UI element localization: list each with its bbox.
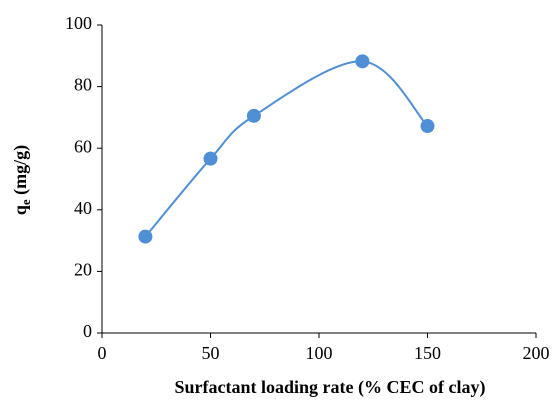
x-tick-label: 100: [306, 343, 333, 363]
y-label-unit: (mg/g): [10, 145, 31, 195]
y-tick-label: 80: [74, 75, 92, 95]
x-tick-label: 0: [98, 343, 107, 363]
y-tick-label: 40: [74, 198, 92, 218]
data-point: [138, 229, 153, 244]
y-label-sub: e: [18, 199, 33, 205]
series-line: [144, 60, 429, 238]
x-tick-label: 150: [414, 343, 441, 363]
y-tick-label: 0: [83, 321, 92, 341]
y-tick-label: 100: [65, 13, 92, 33]
y-label-main: q: [10, 205, 30, 215]
data-point: [355, 54, 370, 69]
y-tick-label: 20: [74, 260, 92, 280]
data-point: [203, 151, 218, 166]
y-axis-label: qe (mg/g): [10, 145, 33, 215]
y-tick-label: 60: [74, 136, 92, 156]
x-tick-label: 200: [523, 343, 550, 363]
data-point: [246, 108, 261, 123]
x-axis-label: Surfactant loading rate (% CEC of clay): [175, 377, 486, 398]
x-tick-label: 50: [202, 343, 220, 363]
data-point: [420, 119, 435, 134]
